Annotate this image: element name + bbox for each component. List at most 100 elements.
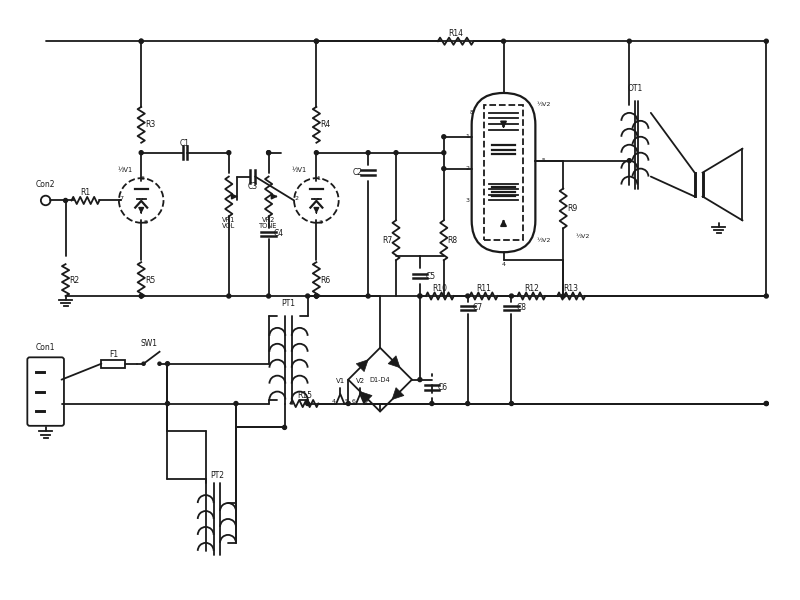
Text: V2: V2 bbox=[356, 378, 365, 384]
Polygon shape bbox=[356, 360, 368, 371]
Circle shape bbox=[394, 151, 398, 155]
Circle shape bbox=[510, 294, 514, 298]
Text: C2: C2 bbox=[353, 168, 362, 177]
Circle shape bbox=[764, 401, 768, 406]
Text: R14: R14 bbox=[448, 29, 463, 38]
Circle shape bbox=[466, 401, 470, 406]
Text: VR2: VR2 bbox=[262, 217, 275, 223]
Text: 6: 6 bbox=[352, 398, 356, 404]
Text: SW1: SW1 bbox=[141, 339, 158, 348]
Text: R1: R1 bbox=[81, 188, 90, 197]
Circle shape bbox=[314, 39, 318, 43]
Circle shape bbox=[430, 401, 434, 406]
Circle shape bbox=[227, 294, 230, 298]
Text: 2: 2 bbox=[466, 166, 470, 171]
Text: R12: R12 bbox=[524, 284, 539, 293]
Text: 4: 4 bbox=[502, 262, 506, 266]
Circle shape bbox=[418, 294, 422, 298]
Text: 8: 8 bbox=[470, 110, 474, 115]
Text: R7: R7 bbox=[382, 236, 392, 245]
Circle shape bbox=[764, 39, 768, 43]
Polygon shape bbox=[360, 392, 372, 403]
Text: R13: R13 bbox=[564, 284, 578, 293]
Text: OT1: OT1 bbox=[627, 85, 642, 94]
Polygon shape bbox=[392, 388, 404, 400]
Text: C6: C6 bbox=[437, 383, 447, 392]
Text: PT1: PT1 bbox=[282, 299, 295, 308]
Circle shape bbox=[442, 135, 446, 139]
Text: 1: 1 bbox=[466, 134, 470, 139]
Text: ½V2: ½V2 bbox=[576, 234, 590, 239]
Circle shape bbox=[764, 401, 768, 406]
Text: C8: C8 bbox=[517, 304, 527, 313]
Circle shape bbox=[63, 199, 67, 202]
Circle shape bbox=[266, 151, 270, 155]
Circle shape bbox=[227, 151, 230, 155]
Text: 8: 8 bbox=[143, 220, 147, 225]
Circle shape bbox=[139, 294, 143, 298]
Circle shape bbox=[442, 167, 446, 170]
Circle shape bbox=[466, 294, 470, 298]
Text: 5: 5 bbox=[345, 398, 349, 404]
Circle shape bbox=[166, 362, 170, 365]
Text: C5: C5 bbox=[425, 272, 435, 281]
Circle shape bbox=[627, 39, 631, 43]
Text: 3: 3 bbox=[318, 220, 322, 225]
Text: 2: 2 bbox=[294, 196, 298, 202]
Text: V1: V1 bbox=[336, 378, 345, 384]
Circle shape bbox=[510, 401, 514, 406]
Circle shape bbox=[314, 294, 318, 298]
Text: 3: 3 bbox=[466, 198, 470, 203]
Circle shape bbox=[366, 151, 370, 155]
Text: R5: R5 bbox=[145, 275, 155, 284]
Text: 7: 7 bbox=[119, 196, 123, 202]
Text: D1-D4: D1-D4 bbox=[370, 377, 390, 383]
Circle shape bbox=[418, 377, 422, 382]
Circle shape bbox=[346, 401, 350, 406]
Circle shape bbox=[764, 294, 768, 298]
Text: F1: F1 bbox=[109, 350, 118, 359]
Text: 5: 5 bbox=[542, 158, 546, 163]
Text: R3: R3 bbox=[145, 121, 155, 130]
Circle shape bbox=[139, 151, 143, 155]
Text: C7: C7 bbox=[473, 304, 483, 313]
Text: VR1: VR1 bbox=[222, 217, 235, 223]
Circle shape bbox=[442, 151, 446, 155]
Circle shape bbox=[139, 39, 143, 43]
Text: 6: 6 bbox=[141, 176, 145, 181]
Text: ½V1: ½V1 bbox=[291, 167, 306, 173]
Circle shape bbox=[306, 294, 310, 298]
Text: ½V2: ½V2 bbox=[536, 238, 550, 243]
Circle shape bbox=[282, 425, 286, 430]
Circle shape bbox=[627, 158, 631, 163]
Text: R2: R2 bbox=[70, 275, 79, 284]
Circle shape bbox=[562, 294, 566, 298]
Circle shape bbox=[502, 39, 506, 43]
Text: C3: C3 bbox=[248, 182, 258, 191]
Circle shape bbox=[234, 401, 238, 406]
Text: 7: 7 bbox=[365, 398, 369, 404]
Circle shape bbox=[314, 39, 318, 43]
Bar bbox=[102, 360, 126, 368]
Text: R4: R4 bbox=[320, 121, 330, 130]
Text: C1: C1 bbox=[180, 139, 190, 148]
Text: ½V2: ½V2 bbox=[536, 103, 550, 107]
Circle shape bbox=[306, 401, 310, 406]
Circle shape bbox=[166, 401, 170, 406]
Text: C4: C4 bbox=[274, 229, 284, 238]
Text: ½V1: ½V1 bbox=[118, 167, 133, 173]
Text: Con1: Con1 bbox=[36, 343, 55, 352]
Circle shape bbox=[418, 294, 422, 298]
Circle shape bbox=[366, 294, 370, 298]
Circle shape bbox=[158, 362, 161, 365]
Bar bbox=[484, 105, 523, 240]
Circle shape bbox=[139, 39, 143, 43]
Circle shape bbox=[266, 151, 270, 155]
Text: Con2: Con2 bbox=[36, 180, 55, 189]
Circle shape bbox=[314, 151, 318, 155]
Polygon shape bbox=[388, 356, 400, 368]
Text: R15: R15 bbox=[297, 391, 312, 400]
Text: TONE: TONE bbox=[259, 223, 278, 229]
Text: R9: R9 bbox=[567, 204, 577, 213]
Text: 1: 1 bbox=[316, 176, 320, 181]
